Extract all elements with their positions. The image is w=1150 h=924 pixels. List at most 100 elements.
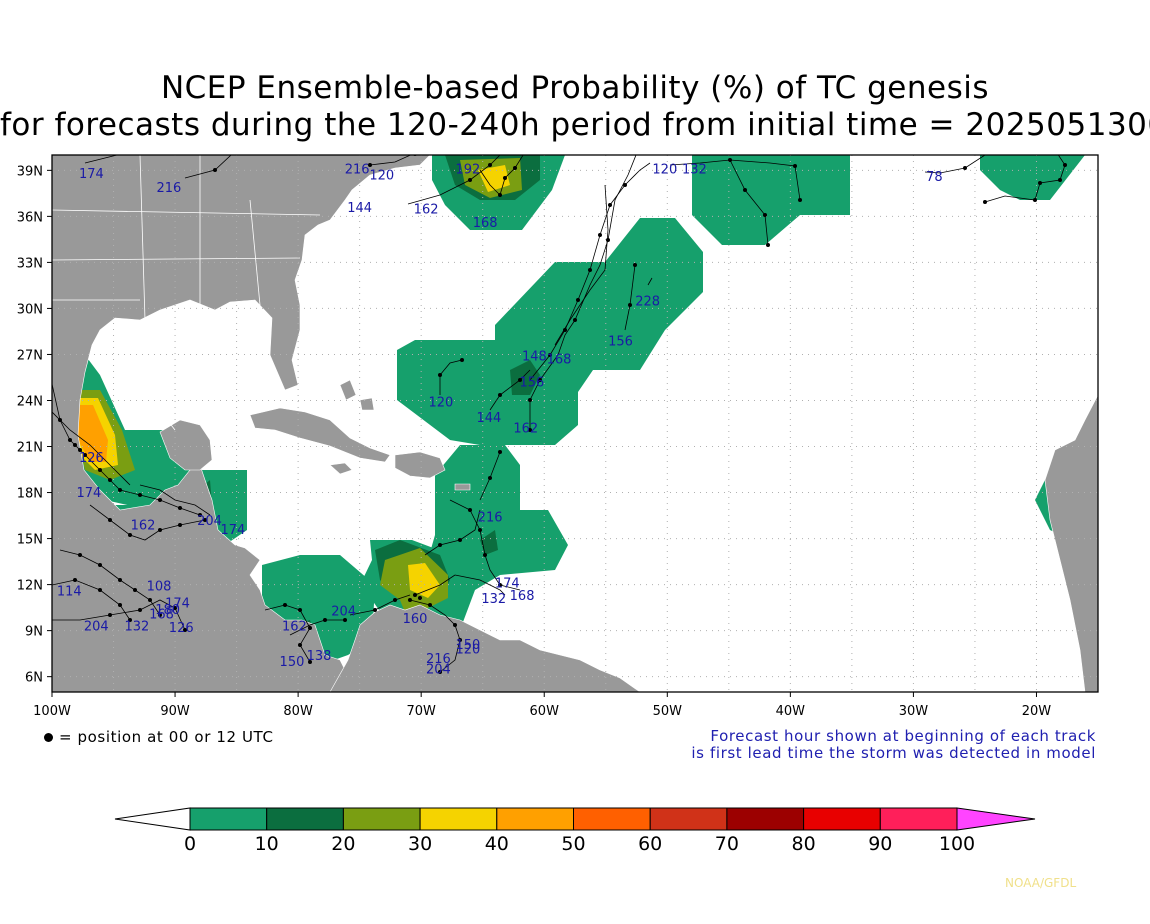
lat-label: 18N (17, 487, 43, 502)
colorbar-segment (189, 807, 268, 831)
position-legend: = position at 00 or 12 UTC (44, 728, 274, 746)
forecast-hour-label: 162 (282, 620, 307, 635)
colorbar-label: 30 (408, 833, 432, 855)
forecast-hour-label: 168 (510, 589, 535, 604)
forecast-hour-label: 204 (197, 514, 222, 529)
colorbar-segment (879, 807, 958, 831)
colorbar-segment (266, 807, 344, 831)
lat-label: 15N (17, 533, 43, 548)
forecast-hour-label: 174 (77, 486, 102, 501)
forecast-hour-label: 78 (926, 170, 943, 185)
forecast-hour-label: 132 (124, 620, 149, 635)
lat-label: 12N (17, 579, 43, 594)
longitude-axis: 100W 90W 80W 70W 60W 50W 40W 30W 20W (33, 692, 1051, 719)
forecast-hour-label: 168 (547, 353, 572, 368)
probability-shading-40-50 (78, 405, 108, 462)
colorbar-label: 70 (715, 833, 739, 855)
colorbar-label: 10 (255, 833, 279, 855)
forecast-hour-label: 138 (307, 649, 332, 664)
forecast-hour-label: 192 (456, 162, 481, 177)
forecast-hour-label: 204 (84, 620, 109, 635)
colorbar-arrow-high (956, 807, 1036, 831)
forecast-hour-label: 162 (513, 422, 538, 437)
forecast-hour-label: 120 (428, 396, 453, 411)
lat-label: 36N (17, 210, 43, 225)
forecast-hour-label: 108 (147, 580, 172, 595)
forecast-hour-label: 144 (476, 411, 501, 426)
lat-lon-grid (52, 155, 1098, 692)
colorbar-segment (726, 807, 805, 831)
lon-label: 90W (160, 704, 190, 719)
colorbar-segment (496, 807, 574, 831)
forecast-hour-label: 216 (478, 511, 503, 526)
forecast-hour-label: 148 (522, 350, 547, 365)
forecast-hour-label: 216 (426, 652, 451, 667)
lon-label: 80W (283, 704, 313, 719)
probability-colorbar: 0 10 20 30 40 50 60 70 80 90 100 (114, 807, 1036, 855)
forecast-hour-label: 216 (156, 181, 181, 196)
forecast-hour-label: 162 (414, 202, 439, 217)
forecast-hour-label: 132 (481, 592, 506, 607)
colorbar-label: 100 (939, 833, 975, 855)
forecast-hour-label: 156 (608, 334, 633, 349)
track-position-dots (58, 155, 1067, 674)
forecast-hour-label: 174 (495, 577, 520, 592)
forecast-hour-label: 126 (79, 451, 104, 466)
colorbar-segment (649, 807, 728, 831)
lat-label: 39N (17, 164, 43, 179)
colorbar-label: 50 (561, 833, 585, 855)
lon-label: 20W (1022, 704, 1052, 719)
colorbar-label: 90 (868, 833, 892, 855)
plot-frame (51, 154, 1099, 693)
position-dot-icon (44, 733, 53, 742)
forecast-hour-label: 132 (682, 162, 707, 177)
colorbar-label: 80 (792, 833, 816, 855)
forecast-hour-label: 168 (473, 216, 498, 231)
lat-label: 9N (25, 625, 43, 640)
forecast-hour-label: 150 (456, 638, 481, 653)
lat-label: 30N (17, 302, 43, 317)
lon-label: 40W (776, 704, 806, 719)
lon-label: 60W (530, 704, 560, 719)
forecast-hour-label: 150 (280, 655, 305, 670)
forecast-note-line1: Forecast hour shown at beginning of each… (710, 727, 1096, 745)
colorbar-label: 20 (331, 833, 355, 855)
land-masses (52, 155, 1098, 692)
map-title-line1: NCEP Ensemble-based Probability (%) of T… (160, 70, 990, 106)
colorbar-segment (419, 807, 498, 831)
colorbar-segment (573, 807, 651, 831)
colorbar-label: 0 (184, 833, 196, 855)
lat-label: 33N (17, 256, 43, 271)
borders (52, 155, 321, 431)
forecast-note-line2: is first lead time the storm was detecte… (691, 744, 1096, 762)
forecast-hour-label: 174 (220, 523, 245, 538)
credit-text: NOAA/GFDL (1005, 876, 1077, 890)
forecast-hour-label: 216 (345, 162, 370, 177)
forecast-hour-label: 180 (155, 603, 180, 618)
lon-label: 30W (899, 704, 929, 719)
forecast-hour-label: 204 (426, 663, 451, 678)
colorbar-segment (803, 807, 881, 831)
colorbar-label: 40 (485, 833, 509, 855)
position-legend-text: = position at 00 or 12 UTC (59, 728, 274, 746)
forecast-hour-label: 120 (652, 162, 677, 177)
lat-label: 21N (17, 441, 43, 456)
forecast-hour-label: 162 (131, 518, 156, 533)
forecast-hour-label: 160 (403, 612, 428, 627)
latitude-axis: 39N 36N 33N 30N 27N 24N 21N 18N 15N 12N 9N 6N (17, 164, 52, 686)
forecast-hour-label: 228 (635, 294, 660, 309)
forecast-hour-label: 204 (331, 604, 356, 619)
colorbar-label: 60 (638, 833, 662, 855)
lon-label: 70W (406, 704, 436, 719)
forecast-hour-label: 168 (149, 607, 174, 622)
forecast-hour-label: 144 (347, 201, 372, 216)
lon-label: 100W (33, 704, 71, 719)
forecast-hour-label: 174 (165, 597, 190, 612)
lat-label: 6N (25, 671, 43, 686)
map-title-line2: for forecasts during the 120-240h period… (0, 107, 1150, 143)
colorbar-arrow-low (114, 807, 191, 831)
lat-label: 27N (17, 348, 43, 363)
forecast-hour-label: 120 (369, 169, 394, 184)
